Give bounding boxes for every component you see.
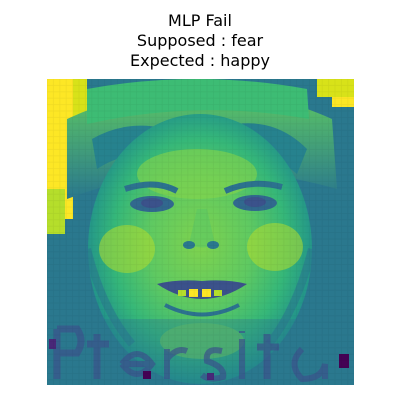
title-line-supposed: Supposed : fear [136, 31, 264, 50]
title-line-model: MLP Fail [168, 11, 232, 30]
title-line-expected: Expected : happy [130, 51, 270, 70]
face-image-graphic [47, 79, 354, 385]
face-image [47, 79, 354, 385]
figure-title: MLP Fail Supposed : fear Expected : happ… [0, 11, 400, 71]
